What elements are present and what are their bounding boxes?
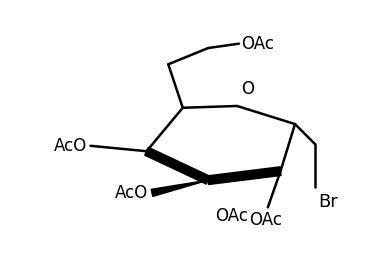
Text: AcO: AcO [54, 137, 87, 155]
Text: Br: Br [318, 193, 338, 211]
Text: OAc: OAc [250, 211, 283, 229]
Text: OAc: OAc [215, 207, 248, 225]
Text: O: O [241, 80, 255, 98]
Polygon shape [145, 147, 210, 184]
Text: OAc: OAc [241, 35, 274, 53]
Polygon shape [207, 167, 281, 184]
Polygon shape [151, 180, 208, 196]
Text: AcO: AcO [115, 184, 148, 202]
